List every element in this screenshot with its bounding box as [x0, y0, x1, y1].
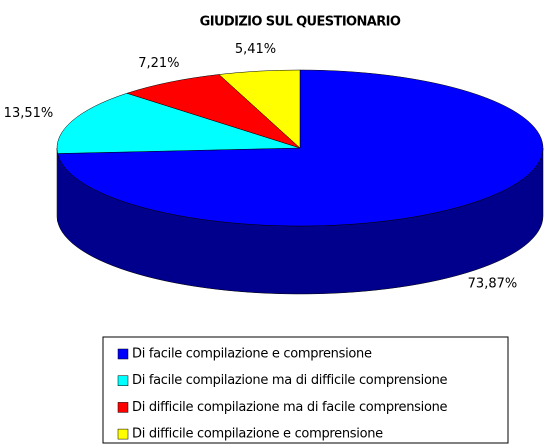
slice-side — [56, 147, 58, 222]
legend-label: Di facile compilazione e comprensione — [132, 347, 372, 362]
slice — [218, 69, 301, 149]
chart-title: GIUDIZIO SUL QUESTIONARIO — [200, 15, 401, 30]
legend-label: Di difficile compilazione ma di facile c… — [132, 400, 448, 415]
legend-label: Di difficile compilazione e comprensione — [132, 427, 383, 442]
legend-swatch — [117, 402, 129, 413]
slice — [57, 69, 544, 227]
slice — [56, 93, 301, 154]
legend-swatch — [117, 348, 129, 360]
data-label: 7,21% — [138, 56, 179, 71]
legend-label: Di facile compilazione ma di difficile c… — [132, 373, 448, 388]
data-label: 13,51% — [4, 106, 54, 121]
legend-swatch — [117, 375, 129, 386]
slice — [126, 74, 301, 149]
data-label: 5,41% — [235, 42, 276, 57]
legend-box — [102, 336, 509, 444]
legend-swatch — [117, 428, 129, 440]
data-label: 73,87% — [468, 277, 518, 292]
